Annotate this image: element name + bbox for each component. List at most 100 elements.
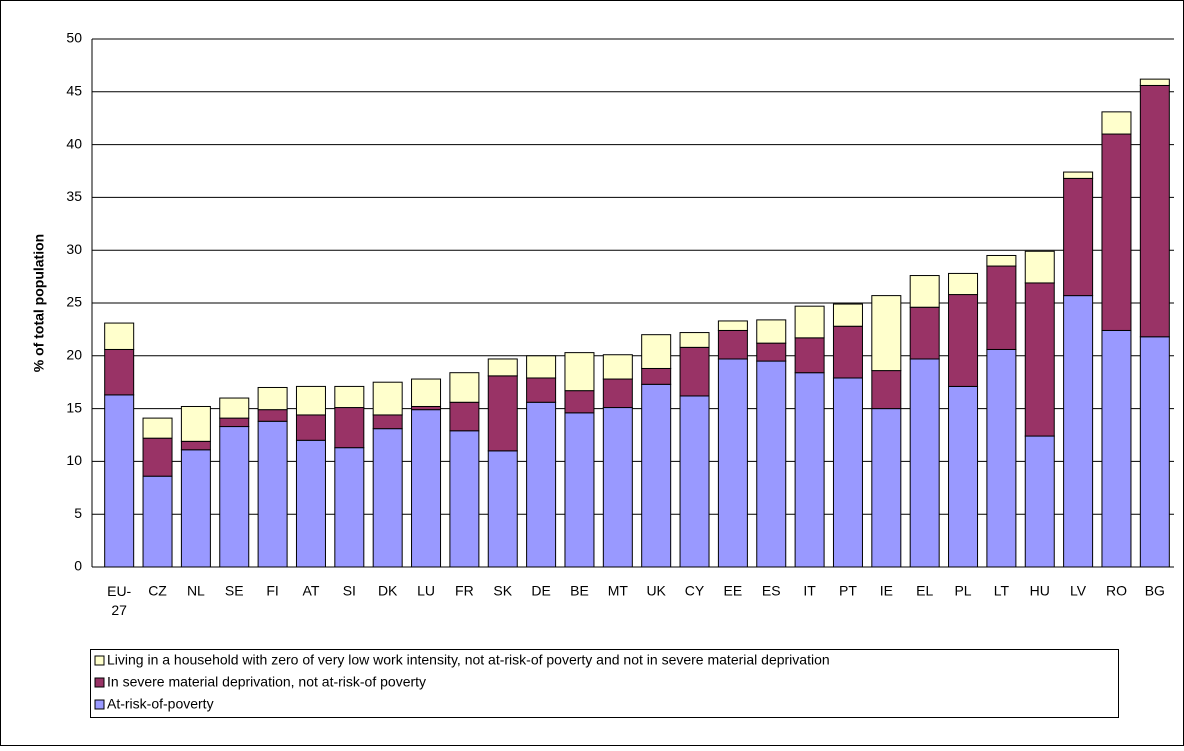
bar-segment	[487, 450, 518, 568]
x-tick-label: PT	[839, 583, 857, 599]
x-tick-label: DK	[378, 583, 398, 599]
bar-segment	[104, 394, 135, 568]
bar-segment	[372, 428, 403, 568]
y-tick-label: 15	[66, 399, 82, 415]
legend	[90, 649, 1119, 718]
bar-segment	[641, 367, 672, 385]
bar-segment	[295, 439, 326, 568]
bar-segment	[948, 385, 979, 568]
bar-segment	[679, 332, 710, 348]
bar-segment	[219, 426, 250, 568]
bar-segment	[411, 378, 442, 407]
x-tick-label: SK	[493, 583, 512, 599]
bar-segment	[1139, 84, 1170, 338]
x-tick-label: SE	[225, 583, 244, 599]
bar-segment	[871, 295, 902, 372]
bar-segment	[794, 372, 825, 568]
y-tick-label: 20	[66, 347, 82, 363]
bar-segment	[411, 409, 442, 568]
x-tick-label: LU	[417, 583, 435, 599]
bar-segment	[372, 381, 403, 416]
bar-segment	[948, 294, 979, 387]
x-tick-label: MT	[608, 583, 629, 599]
bar-segment	[832, 325, 863, 379]
y-tick-label: 35	[66, 188, 82, 204]
bar-segment	[104, 348, 135, 396]
x-tick-label: LT	[994, 583, 1010, 599]
bar-segment	[832, 377, 863, 568]
bar-segment	[948, 272, 979, 296]
x-tick-label: LV	[1070, 583, 1087, 599]
bar-segment	[180, 449, 211, 568]
x-tick-label: CY	[685, 583, 705, 599]
bar-segment	[295, 385, 326, 416]
bar-segment	[449, 430, 480, 568]
y-tick-label: 5	[74, 505, 82, 521]
bar-segment	[717, 329, 748, 360]
x-tick-label: DE	[531, 583, 550, 599]
legend-label: At-risk-of-poverty	[107, 696, 214, 712]
y-tick-label: 0	[74, 558, 82, 574]
x-tick-label: UK	[646, 583, 666, 599]
x-tick-label: RO	[1106, 583, 1127, 599]
x-tick-label: CZ	[148, 583, 167, 599]
bar-segment	[986, 265, 1017, 350]
bar-segment	[641, 383, 672, 568]
bar-segment	[257, 386, 288, 411]
bar-segment	[1063, 295, 1094, 568]
x-tick-label: FI	[266, 583, 278, 599]
bar-segment	[257, 420, 288, 568]
legend-swatch	[94, 699, 105, 710]
y-tick-label: 45	[66, 83, 82, 99]
bar-segment	[449, 401, 480, 432]
x-tick-label: PL	[954, 583, 971, 599]
bar-segment	[717, 358, 748, 568]
bar-segment	[104, 322, 135, 350]
legend-swatch	[94, 677, 105, 688]
bar-segment	[372, 414, 403, 430]
bar-segment	[756, 360, 787, 568]
x-tick-label: SI	[343, 583, 356, 599]
bar-segment	[1101, 133, 1132, 331]
bar-segment	[871, 370, 902, 410]
bar-segment	[334, 447, 365, 568]
bar-segment	[602, 407, 633, 568]
bar-segment	[564, 412, 595, 568]
bar-segment	[180, 405, 211, 442]
x-tick-label: EL	[916, 583, 933, 599]
x-tick-label: FR	[455, 583, 474, 599]
bar-segment	[986, 254, 1017, 267]
bar-segment	[487, 375, 518, 452]
x-tick-label: HU	[1030, 583, 1050, 599]
y-tick-label: 10	[66, 452, 82, 468]
bar-segment	[679, 346, 710, 397]
bar-segment	[142, 437, 173, 477]
bar-segment	[1139, 336, 1170, 568]
y-tick-label: 40	[66, 135, 82, 151]
bar-segment	[1063, 177, 1094, 297]
bar-segment	[871, 408, 902, 568]
bar-segment	[909, 275, 940, 308]
bar-segment	[1024, 435, 1055, 568]
bar-segment	[756, 319, 787, 344]
bar-segment	[257, 409, 288, 422]
bar-segment	[219, 417, 250, 428]
bar-segment	[909, 306, 940, 360]
x-tick-label: EE	[724, 583, 743, 599]
bar-segment	[1063, 171, 1094, 179]
bar-segment	[334, 407, 365, 449]
x-tick-label: EU-27	[107, 583, 131, 618]
bar-segment	[526, 401, 557, 568]
bar-segment	[487, 358, 518, 377]
x-tick-label: BG	[1145, 583, 1165, 599]
bar-segment	[334, 385, 365, 409]
bar-segment	[602, 378, 633, 409]
y-tick-label: 30	[66, 241, 82, 257]
legend-label: Living in a household with zero of very …	[107, 652, 830, 668]
x-tick-label: BE	[570, 583, 589, 599]
y-tick-label: 25	[66, 294, 82, 310]
bar-segment	[526, 377, 557, 403]
bar-segment	[641, 334, 672, 369]
bar-segment	[1024, 250, 1055, 284]
